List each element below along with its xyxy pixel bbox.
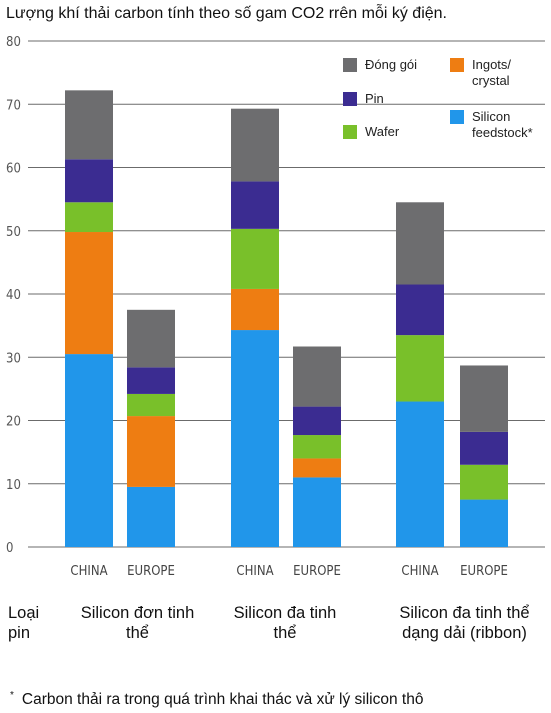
legend-swatch-ingots-crystal: [450, 58, 464, 72]
bar-2--ng-g-i: [231, 108, 279, 182]
footnote-marker: *: [10, 690, 14, 701]
y-tick-label-10: 10: [6, 478, 21, 493]
group-label-polycrystalline: Silicon đa tinh thể: [233, 604, 337, 642]
legend-label--ng-g-i: Đóng gói: [365, 57, 417, 72]
bar-5-wafer: [460, 464, 508, 500]
bar-1-silicon-feedstock: [127, 486, 175, 547]
bar-3-silicon-feedstock: [293, 477, 341, 547]
x-category-label-1: EUROPE: [127, 564, 175, 579]
bars: [65, 90, 508, 547]
y-tick-label-50: 50: [6, 225, 21, 240]
bar-1-ingots-crystal: [127, 416, 175, 487]
legend-label-silicon-feedstock: Silicon: [472, 109, 510, 124]
legend-swatch-pin: [343, 92, 357, 106]
bar-0-wafer: [65, 202, 113, 233]
bar-0--ng-g-i: [65, 90, 113, 160]
x-category-label-3: EUROPE: [293, 564, 341, 579]
bar-5--ng-g-i: [460, 365, 508, 432]
y-axis-ticks: 0 10 20 30 40 50 60 70 80: [6, 35, 21, 556]
y-tick-label-60: 60: [6, 162, 21, 177]
bar-5-silicon-feedstock: [460, 499, 508, 547]
bar-0-ingots-crystal: [65, 232, 113, 355]
legend-label-ingots-crystal: Ingots/: [472, 57, 511, 72]
bar-3-pin: [293, 406, 341, 436]
bar-4-pin: [396, 284, 444, 336]
y-tick-label-40: 40: [6, 288, 21, 303]
y-tick-label-80: 80: [6, 35, 21, 50]
legend-label-ingots-crystal: crystal: [472, 73, 510, 88]
bar-0-pin: [65, 159, 113, 203]
bar-4-wafer: [396, 335, 444, 402]
bar-2-pin: [231, 181, 279, 229]
bar-1--ng-g-i: [127, 309, 175, 368]
legend-label-pin: Pin: [365, 91, 384, 106]
group-label-monocrystalline: Silicon đơn tinh thể: [80, 604, 195, 642]
y-tick-label-0: 0: [6, 541, 13, 556]
bar-5-pin: [460, 431, 508, 465]
x-category-label-2: CHINA: [236, 564, 273, 579]
bar-2-wafer: [231, 228, 279, 289]
x-category-label-4: CHINA: [401, 564, 438, 579]
group-label-ribbon: Silicon đa tinh thể dạng dải (ribbon): [399, 604, 530, 642]
x-axis-categories: CHINA EUROPE CHINA EUROPE CHINA EUROPE: [70, 564, 507, 579]
legend-swatch-wafer: [343, 125, 357, 139]
bar-2-ingots-crystal: [231, 288, 279, 331]
bar-4--ng-g-i: [396, 202, 444, 285]
legend: Đóng gói Ingots/crystal Pin Wafer Siliconfee…: [343, 57, 533, 140]
y-tick-label-70: 70: [6, 98, 21, 113]
y-tick-label-30: 30: [6, 351, 21, 366]
row-label: Loại pin: [8, 604, 40, 642]
bar-1-pin: [127, 367, 175, 394]
bar-4-silicon-feedstock: [396, 401, 444, 547]
footnote: * Carbon thải ra trong quá trình khai thá…: [10, 690, 423, 709]
legend-label-wafer: Wafer: [365, 124, 400, 139]
footnote-text: Carbon thải ra trong quá trình khai thác…: [21, 691, 424, 708]
bar-2-silicon-feedstock: [231, 330, 279, 547]
bar-1-wafer: [127, 393, 175, 417]
legend-label-silicon-feedstock: feedstock*: [472, 125, 533, 140]
bar-0-silicon-feedstock: [65, 354, 113, 547]
legend-swatch--ng-g-i: [343, 58, 357, 72]
x-category-label-5: EUROPE: [460, 564, 508, 579]
bar-3-wafer: [293, 435, 341, 459]
chart-title: Lượng khí thải carbon tính theo số gam C…: [6, 5, 447, 22]
x-category-label-0: CHINA: [70, 564, 107, 579]
legend-swatch-silicon-feedstock: [450, 110, 464, 124]
gridlines: [28, 40, 545, 548]
stacked-bar-chart: 0 10 20 30 40 50 60 70 80 CHINA EUROPE CHINA EUROPE…: [6, 35, 545, 579]
bar-3--ng-g-i: [293, 346, 341, 407]
y-tick-label-20: 20: [6, 415, 21, 430]
bar-3-ingots-crystal: [293, 458, 341, 478]
